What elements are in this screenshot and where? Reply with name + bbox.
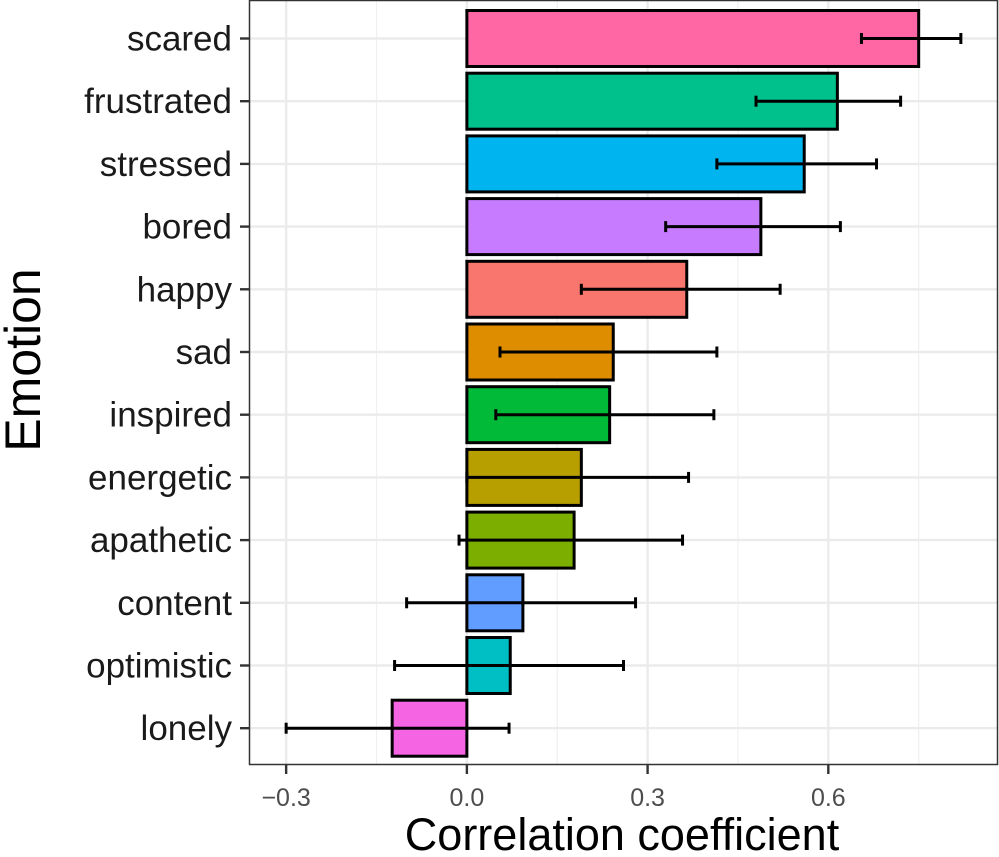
error-bar-energetic (465, 471, 691, 483)
error-bar-sad (498, 346, 719, 358)
x-tick-label: 0.0 (449, 784, 484, 812)
y-axis: scared frustrated stressed bored happy sad ins… (84, 20, 250, 748)
y-tick-label-optimistic: optimistic (86, 647, 232, 686)
error-bars-group (284, 33, 963, 734)
y-tick-label-bored: bored (142, 208, 232, 247)
y-tick-label-content: content (117, 584, 232, 623)
error-bar-frustrated (754, 95, 903, 107)
x-tick-label: 0.6 (811, 784, 846, 812)
error-bar-inspired (494, 409, 716, 421)
y-axis-title: Emotion (0, 268, 51, 451)
bar-scared (465, 9, 921, 68)
y-tick-label-apathetic: apathetic (90, 521, 232, 560)
bar-stressed (465, 134, 806, 194)
error-bar-content (405, 597, 638, 609)
error-bar-bored (664, 221, 842, 233)
y-tick-label-energetic: energetic (88, 458, 232, 497)
plot-panel-border (248, 0, 999, 766)
y-tick-label-stressed: stressed (100, 145, 232, 184)
y-tick-label-lonely: lonely (141, 709, 233, 748)
error-bar-lonely (284, 722, 511, 734)
x-tick-label: −0.3 (261, 784, 310, 812)
x-axis-title: Correlation coefficient (405, 809, 840, 857)
x-tick-label: 0.3 (630, 784, 665, 812)
y-tick-label-happy: happy (137, 270, 233, 309)
error-bar-scared (859, 33, 963, 44)
error-bar-happy (579, 283, 782, 295)
y-tick-label-scared: scared (127, 20, 232, 59)
y-tick-label-inspired: inspired (109, 396, 232, 435)
x-axis: −0.3 0.0 0.3 0.6 (261, 764, 846, 812)
y-tick-label-sad: sad (176, 333, 232, 372)
error-bar-apathetic (457, 534, 685, 546)
error-bar-stressed (715, 158, 879, 170)
y-tick-label-frustrated: frustrated (84, 82, 232, 121)
error-bar-optimistic (393, 660, 625, 671)
